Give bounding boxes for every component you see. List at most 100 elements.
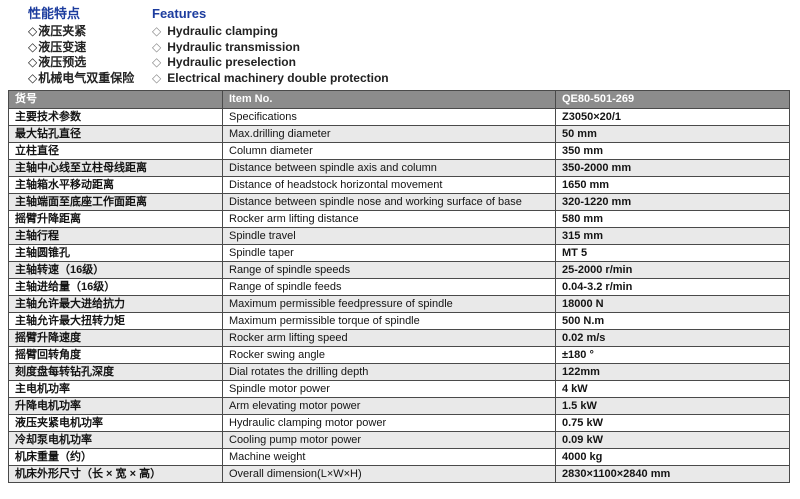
features-title-zh: 性能特点 — [28, 6, 81, 21]
table-row: 液压夹紧电机功率 Hydraulic clamping motor power 0.… — [8, 414, 790, 432]
cell-zh: 主电机功率 — [8, 380, 223, 398]
header-item-no-value: QE80-501-269 — [555, 90, 790, 109]
feature-item-zh: ◇液压预选 — [28, 55, 152, 71]
feature-item-label: Electrical machinery double protection — [167, 70, 389, 85]
table-row: 主轴允许最大进给抗力 Maximum permissible feedpressu… — [8, 295, 790, 313]
cell-value: 500 N.m — [555, 312, 790, 330]
cell-value: 0.02 m/s — [555, 329, 790, 347]
cell-zh: 主轴行程 — [8, 227, 223, 245]
table-row: 主要技术参数 Specifications Z3050×20/1 — [8, 108, 790, 126]
cell-en: Rocker arm lifting distance — [222, 210, 556, 228]
cell-value: 18000 N — [555, 295, 790, 313]
feature-item-zh: ◇液压夹紧 — [28, 24, 152, 40]
cell-value: 1.5 kW — [555, 397, 790, 415]
cell-value: ±180 ° — [555, 346, 790, 364]
feature-item-zh: ◇机械电气双重保险 — [28, 71, 152, 87]
diamond-icon: ◇ — [28, 24, 38, 38]
feature-item-en: ◇ Hydraulic transmission — [152, 40, 389, 56]
cell-zh: 摇臂回转角度 — [8, 346, 223, 364]
cell-en: Distance between spindle nose and workin… — [222, 193, 556, 211]
feature-item-label: Hydraulic clamping — [167, 24, 278, 38]
diamond-icon: ◇ — [28, 39, 38, 54]
cell-en: Distance between spindle axis and column — [222, 159, 556, 177]
table-row: 最大钻孔直径 Max.drilling diameter 50 mm — [8, 125, 790, 143]
features-title-en: Features — [152, 6, 207, 21]
cell-en: Cooling pump motor power — [222, 431, 556, 449]
table-row: 刻度盘每转钻孔深度 Dial rotates the drilling depth… — [8, 363, 790, 381]
feature-item-en: ◇ Electrical machinery double protection — [152, 71, 389, 87]
cell-zh: 冷却泵电机功率 — [8, 431, 223, 449]
cell-value: 1650 mm — [555, 176, 790, 194]
feature-item-label: 液压夹紧 — [38, 24, 87, 38]
feature-item-label: 机械电气双重保险 — [38, 70, 135, 85]
cell-value: 0.09 kW — [555, 431, 790, 449]
cell-en: Dial rotates the drilling depth — [222, 363, 556, 381]
cell-zh: 立柱直径 — [8, 142, 223, 160]
cell-zh: 主轴箱水平移动距离 — [8, 176, 223, 194]
cell-en: Column diameter — [222, 142, 556, 160]
cell-zh: 主轴允许最大扭转力矩 — [8, 312, 223, 330]
table-header-row: 货号 Item No. QE80-501-269 — [8, 90, 790, 109]
feature-item-label: Hydraulic preselection — [167, 55, 296, 69]
table-row: 冷却泵电机功率 Cooling pump motor power 0.09 kW — [8, 431, 790, 449]
table-row: 主电机功率 Spindle motor power 4 kW — [8, 380, 790, 398]
diamond-icon: ◇ — [152, 70, 162, 85]
cell-value: 122mm — [555, 363, 790, 381]
cell-en: Hydraulic clamping motor power — [222, 414, 556, 432]
cell-zh: 液压夹紧电机功率 — [8, 414, 223, 432]
cell-zh: 主轴转速（16级） — [8, 261, 223, 279]
cell-value: 2830×1100×2840 mm — [555, 465, 790, 483]
cell-zh: 机床外形尺寸（长 × 宽 × 高） — [8, 465, 223, 483]
spec-table: 货号 Item No. QE80-501-269 主要技术参数 Specifica… — [8, 90, 790, 483]
table-row: 立柱直径 Column diameter 350 mm — [8, 142, 790, 160]
cell-en: Rocker arm lifting speed — [222, 329, 556, 347]
feature-item-en: ◇ Hydraulic clamping — [152, 24, 389, 40]
cell-zh: 主轴端面至底座工作面距离 — [8, 193, 223, 211]
cell-value: 0.75 kW — [555, 414, 790, 432]
header-item-no-zh: 货号 — [8, 90, 223, 109]
table-row: 主轴端面至底座工作面距离 Distance between spindle nos… — [8, 193, 790, 211]
cell-value: 315 mm — [555, 227, 790, 245]
cell-zh: 主轴允许最大进给抗力 — [8, 295, 223, 313]
cell-value: 350 mm — [555, 142, 790, 160]
cell-zh: 机床重量（约） — [8, 448, 223, 466]
cell-value: MT 5 — [555, 244, 790, 262]
cell-value: 4 kW — [555, 380, 790, 398]
table-row: 主轴行程 Spindle travel 315 mm — [8, 227, 790, 245]
cell-value: 320-1220 mm — [555, 193, 790, 211]
cell-en: Range of spindle feeds — [222, 278, 556, 296]
cell-zh: 主要技术参数 — [8, 108, 223, 126]
cell-zh: 主轴圆锥孔 — [8, 244, 223, 262]
features-list-zh: ◇液压夹紧 ◇液压变速 ◇液压预选 ◇机械电气双重保险 — [28, 24, 152, 86]
cell-value: 0.04-3.2 r/min — [555, 278, 790, 296]
cell-en: Spindle taper — [222, 244, 556, 262]
diamond-icon: ◇ — [152, 39, 162, 54]
features-list-en: ◇ Hydraulic clamping ◇ Hydraulic transmissi… — [152, 24, 389, 86]
table-row: 主轴箱水平移动距离 Distance of headstock horizonta… — [8, 176, 790, 194]
header-item-no-en: Item No. — [222, 90, 556, 109]
cell-value: 350-2000 mm — [555, 159, 790, 177]
features-column-zh: 性能特点 ◇液压夹紧 ◇液压变速 ◇液压预选 ◇机械电气双重保险 — [28, 6, 152, 86]
feature-item-zh: ◇液压变速 — [28, 40, 152, 56]
cell-en: Maximum permissible feedpressure of spin… — [222, 295, 556, 313]
cell-en: Rocker swing angle — [222, 346, 556, 364]
cell-en: Specifications — [222, 108, 556, 126]
cell-zh: 摇臂升降速度 — [8, 329, 223, 347]
feature-item-en: ◇ Hydraulic preselection — [152, 55, 389, 71]
diamond-icon: ◇ — [28, 70, 38, 85]
feature-item-label: 液压变速 — [38, 39, 87, 54]
diamond-icon: ◇ — [152, 55, 162, 69]
cell-zh: 主轴中心线至立柱母线距离 — [8, 159, 223, 177]
cell-zh: 升降电机功率 — [8, 397, 223, 415]
cell-value: 4000 kg — [555, 448, 790, 466]
table-row: 升降电机功率 Arm elevating motor power 1.5 kW — [8, 397, 790, 415]
feature-item-label: 液压预选 — [38, 55, 87, 69]
cell-en: Range of spindle speeds — [222, 261, 556, 279]
features-section: 性能特点 ◇液压夹紧 ◇液压变速 ◇液压预选 ◇机械电气双重保险 Features ◇… — [28, 6, 389, 86]
table-row: 机床外形尺寸（长 × 宽 × 高） Overall dimension(L×W×H… — [8, 465, 790, 483]
table-row: 摇臂回转角度 Rocker swing angle ±180 ° — [8, 346, 790, 364]
table-row: 摇臂升降速度 Rocker arm lifting speed 0.02 m/s — [8, 329, 790, 347]
diamond-icon: ◇ — [152, 24, 162, 38]
cell-en: Arm elevating motor power — [222, 397, 556, 415]
table-row: 主轴进给量（16级） Range of spindle feeds 0.04-3.2… — [8, 278, 790, 296]
